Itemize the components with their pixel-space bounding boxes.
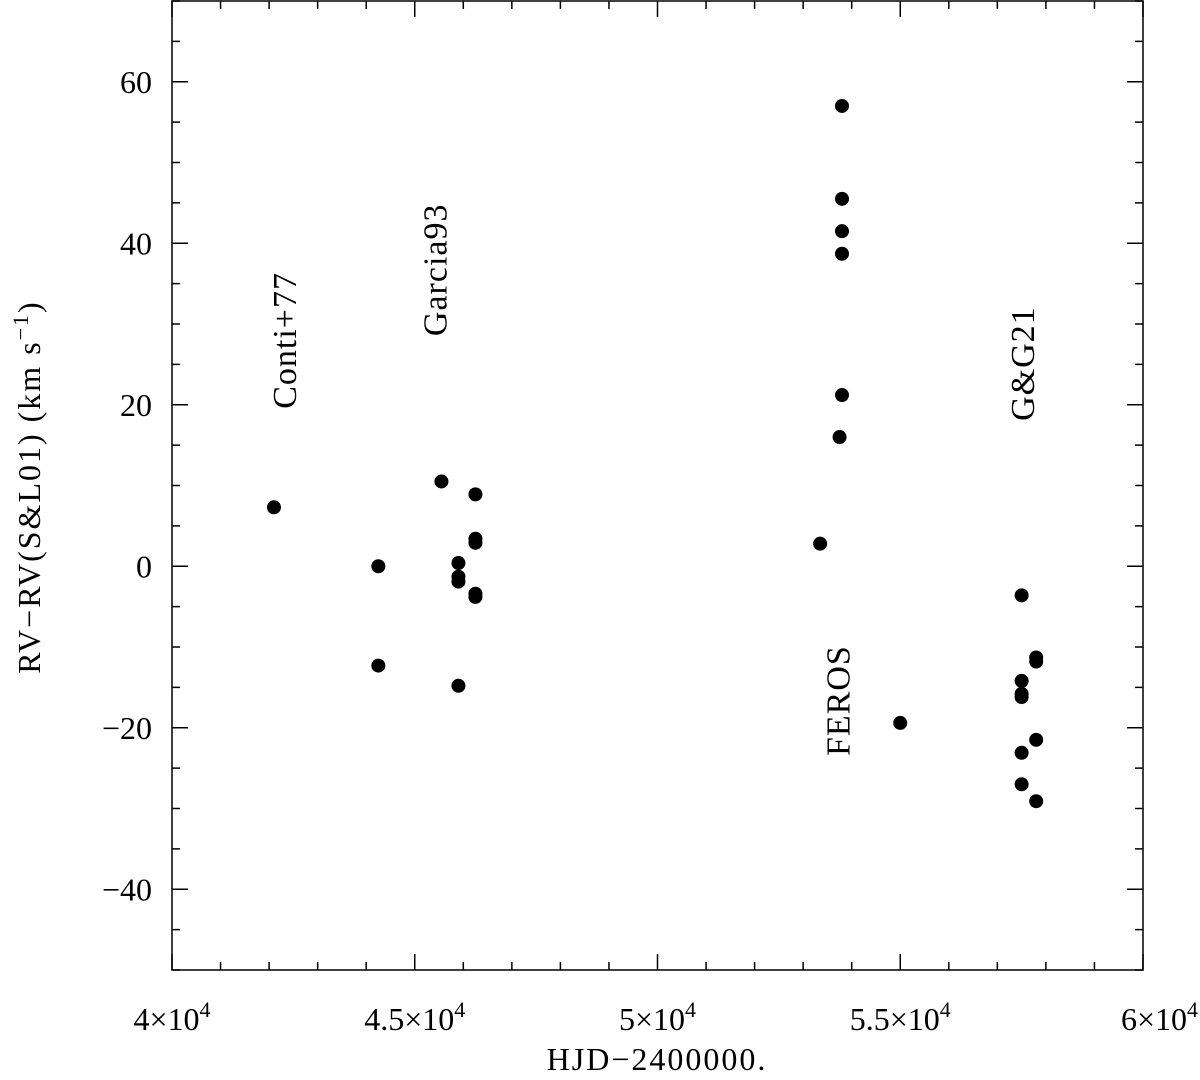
x-tick-label: 6×104: [1121, 997, 1198, 1037]
y-tick-label: −40: [102, 871, 152, 907]
data-point: [1014, 745, 1029, 760]
data-point: [834, 191, 849, 206]
data-point: [1014, 777, 1029, 792]
x-tick-label: 4×104: [133, 997, 210, 1037]
data-point: [266, 500, 281, 515]
data-point: [451, 574, 466, 589]
data-point: [371, 559, 386, 574]
x-tick-label: 4.5×104: [364, 997, 465, 1037]
data-point: [832, 430, 847, 445]
x-axis-title: HJD−2400000.: [547, 1041, 768, 1077]
data-point: [371, 658, 386, 673]
data-points: [266, 98, 1044, 809]
y-axis-title: RV−RV(S&L01) (km s−1): [8, 300, 47, 673]
data-point: [834, 388, 849, 403]
y-tick-label: 20: [120, 387, 152, 423]
x-tick-label: 5×104: [619, 997, 696, 1037]
data-point: [468, 487, 483, 502]
y-axis-title-exponent: −1: [8, 313, 33, 340]
annotation-label: Conti+77: [267, 272, 304, 409]
annotations: Conti+77 Garcia93 FEROS G&G21: [267, 204, 1042, 757]
x-tick-label: 5.5×104: [850, 997, 951, 1037]
data-point: [1014, 673, 1029, 688]
y-axis-title-close: ): [11, 300, 47, 313]
data-point: [1029, 654, 1044, 669]
annotation-label: FEROS: [820, 645, 857, 756]
data-point: [468, 589, 483, 604]
annotation-label: Garcia93: [417, 204, 454, 337]
y-tick-label: 0: [136, 548, 152, 584]
y-tick-labels: −40 −20 0 20 40 60: [102, 64, 152, 908]
plot-frame: [171, 0, 1144, 971]
data-point: [1014, 690, 1029, 705]
data-point: [834, 98, 849, 113]
y-tick-label: −20: [102, 710, 152, 746]
data-point: [813, 536, 828, 551]
data-point: [434, 474, 449, 489]
data-point: [468, 535, 483, 550]
data-point: [451, 678, 466, 693]
y-tick-label: 60: [120, 64, 152, 100]
y-tick-label: 40: [120, 225, 152, 261]
data-point: [1029, 794, 1044, 809]
axis-ticks: [171, 0, 1144, 971]
data-point: [1029, 732, 1044, 747]
data-point: [834, 246, 849, 261]
y-axis-title-main: RV−RV(S&L01) (km s: [11, 340, 47, 673]
data-point: [893, 715, 908, 730]
data-point: [834, 224, 849, 239]
data-point: [451, 556, 466, 571]
data-point: [1014, 588, 1029, 603]
x-tick-labels: 4×104 4.5×104 5×104 5.5×104 6×104: [133, 997, 1198, 1037]
annotation-label: G&G21: [1005, 306, 1042, 421]
